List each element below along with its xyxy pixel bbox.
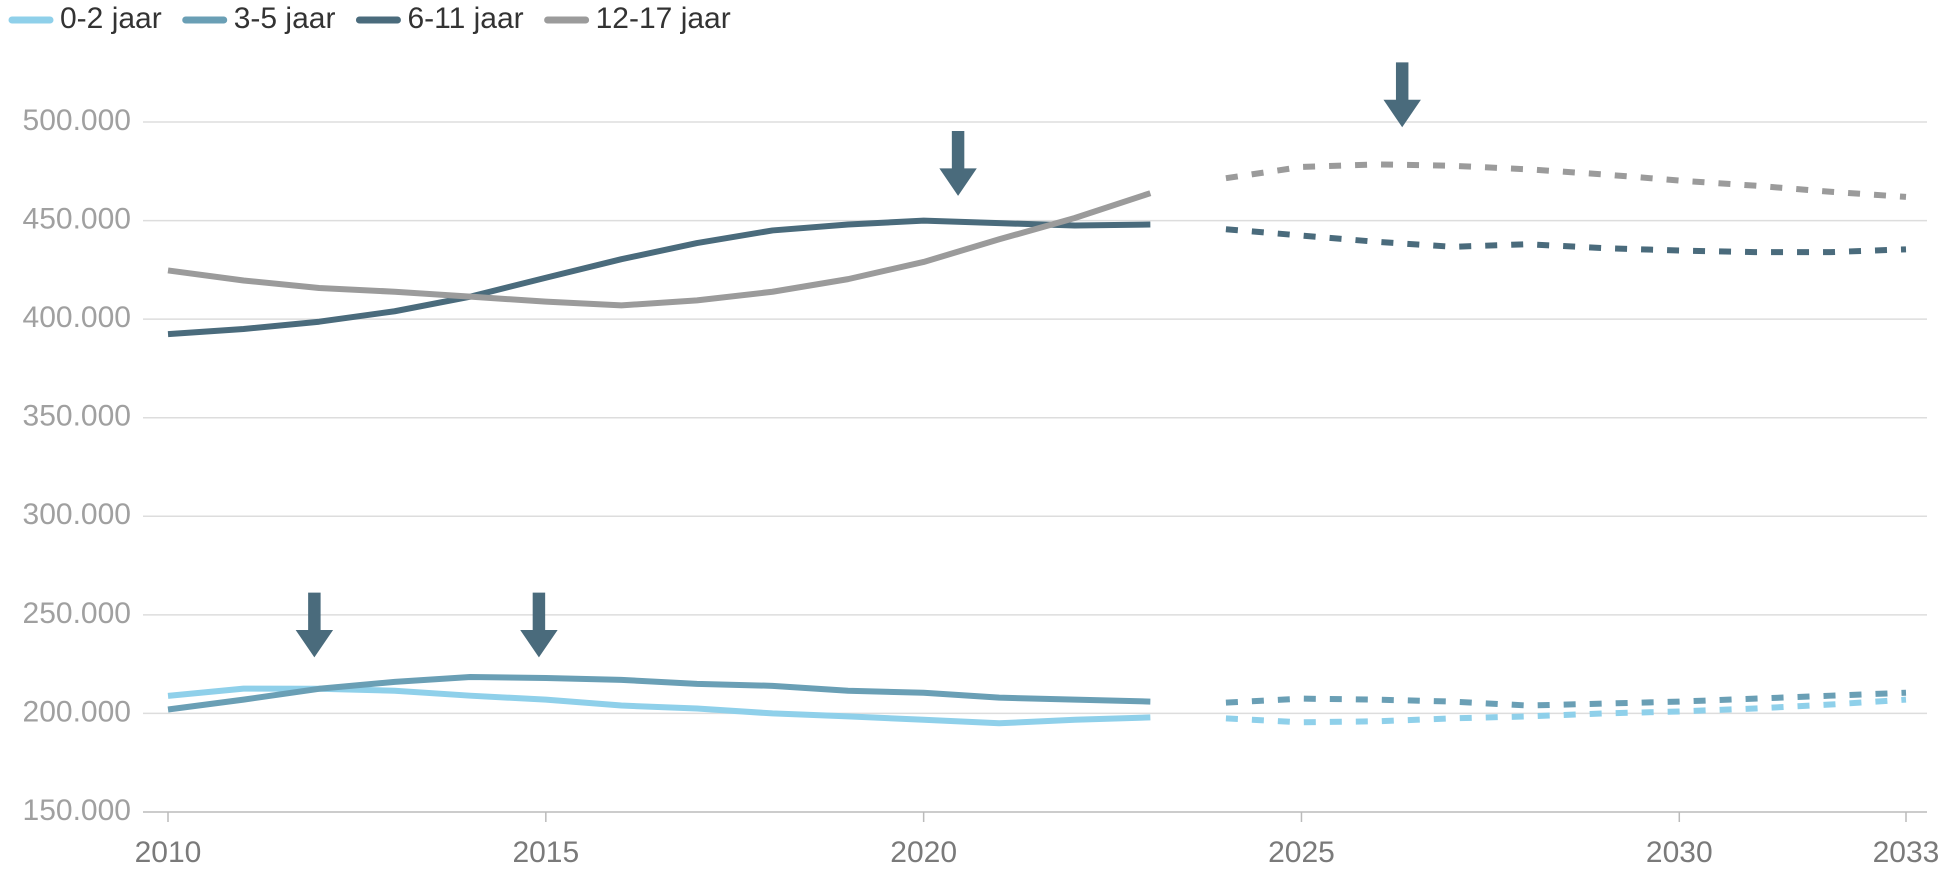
forecast-line xyxy=(1225,161,1907,200)
legend-label: 6-11 jaar xyxy=(407,2,523,35)
arrow xyxy=(1383,62,1421,128)
legend-label: 0-2 jaar xyxy=(60,2,162,35)
x-tick-label: 2030 xyxy=(1646,836,1713,869)
forecast-line xyxy=(1225,689,1907,709)
y-tick-label: 250.000 xyxy=(23,597,131,630)
x-tick-label: 2020 xyxy=(890,836,957,869)
legend-label: 12-17 jaar xyxy=(596,2,731,35)
line xyxy=(167,217,1151,338)
line xyxy=(167,673,1151,713)
y-tick-label: 200.000 xyxy=(23,695,131,728)
y-tick-label: 450.000 xyxy=(23,202,131,235)
plot: 150.000 200.000 250.000 300.000 350.000 400.0… xyxy=(8,2,1940,869)
y-tick-label: 300.000 xyxy=(23,498,131,531)
x-tick-label: 2025 xyxy=(1268,836,1335,869)
y-tick-label: 350.000 xyxy=(23,400,131,433)
x-tick-label: 2033 xyxy=(1873,836,1940,869)
line xyxy=(167,685,1151,727)
forecast-line xyxy=(1225,226,1907,256)
y-tick-label: 500.000 xyxy=(23,104,131,137)
legend-label: 3-5 jaar xyxy=(234,2,336,35)
x-tick-label: 2010 xyxy=(135,836,202,869)
x-tick-label: 2015 xyxy=(512,836,579,869)
arrow xyxy=(295,592,334,658)
line xyxy=(167,190,1152,309)
annotation-arrows xyxy=(295,62,1421,658)
arrow xyxy=(939,130,977,196)
y-tick-label: 150.000 xyxy=(23,794,131,827)
arrow xyxy=(520,592,558,658)
y-tick-label: 400.000 xyxy=(23,301,131,334)
forecast-line xyxy=(1225,696,1907,726)
